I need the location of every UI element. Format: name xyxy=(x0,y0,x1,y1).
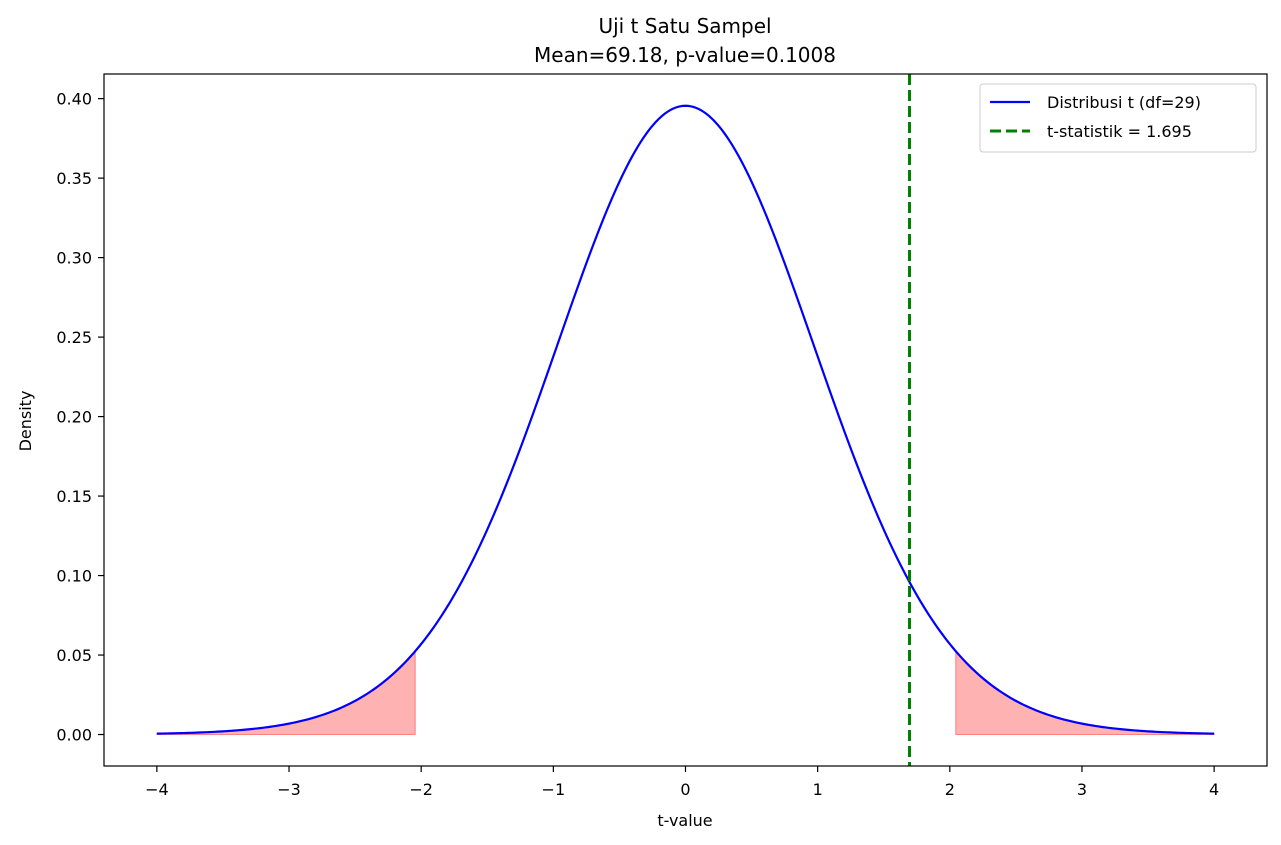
y-tick-label: 0.20 xyxy=(56,408,92,427)
x-axis-label: t-value xyxy=(657,811,712,830)
y-tick-label: 0.25 xyxy=(56,328,92,347)
y-tick-label: 0.35 xyxy=(56,169,92,188)
x-tick-label: 2 xyxy=(945,780,955,799)
y-tick-label: 0.00 xyxy=(56,726,92,745)
y-tick-label: 0.15 xyxy=(56,487,92,506)
legend: Distribusi t (df=29) t-statistik = 1.695 xyxy=(979,83,1257,153)
x-tick-label: −2 xyxy=(409,780,433,799)
legend-box xyxy=(979,83,1257,153)
y-tick-label: 0.40 xyxy=(56,90,92,109)
y-tick-label: 0.30 xyxy=(56,249,92,268)
x-tick-label: −3 xyxy=(277,780,301,799)
legend-label-tstat: t-statistik = 1.695 xyxy=(1047,122,1192,141)
x-tick-label: −1 xyxy=(542,780,566,799)
x-axis: −4 −3 −2 −1 0 1 2 3 4 xyxy=(145,766,1219,799)
y-tick-label: 0.05 xyxy=(56,646,92,665)
x-tick-label: 1 xyxy=(813,780,823,799)
x-tick-label: −4 xyxy=(145,780,169,799)
y-tick-label: 0.10 xyxy=(56,567,92,586)
x-tick-label: 4 xyxy=(1209,780,1219,799)
plot-area xyxy=(156,74,1215,766)
y-axis-label: Density xyxy=(16,391,35,452)
chart-title: Uji t Satu Sampel xyxy=(598,14,771,38)
legend-label-curve: Distribusi t (df=29) xyxy=(1047,93,1201,112)
t-distribution-curve xyxy=(156,104,1215,735)
x-tick-label: 3 xyxy=(1077,780,1087,799)
chart-subtitle: Mean=69.18, p-value=0.1008 xyxy=(534,43,836,67)
y-axis: 0.00 0.05 0.10 0.15 0.20 0.25 0.30 0.35 0.40 xyxy=(56,90,104,745)
x-tick-label: 0 xyxy=(680,780,690,799)
